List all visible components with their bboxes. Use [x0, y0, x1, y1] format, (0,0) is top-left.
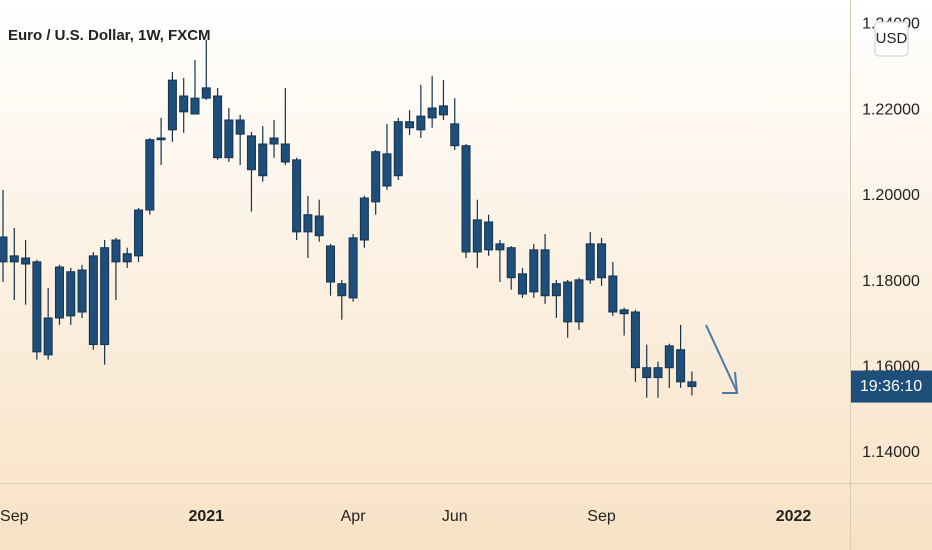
x-tick-label: 2021 — [188, 508, 224, 525]
candle-body — [585, 243, 595, 281]
candle-body — [292, 159, 302, 233]
candle-body — [190, 97, 200, 115]
candle-body — [145, 139, 155, 211]
candle-body — [88, 255, 98, 346]
candle-body — [563, 281, 573, 323]
candle-body — [9, 255, 19, 263]
candle-body — [664, 345, 674, 369]
candle-body — [359, 197, 369, 241]
candle-body — [201, 87, 211, 99]
candle-body — [416, 115, 426, 131]
candle-body — [427, 107, 437, 119]
candle-body — [303, 214, 313, 233]
candle-body — [517, 273, 527, 295]
candle-body — [156, 137, 166, 141]
x-tick-label: Jun — [442, 508, 468, 525]
candle-body — [179, 95, 189, 113]
candle-body — [0, 236, 8, 263]
candle-body — [551, 283, 561, 297]
price-box-bg — [851, 370, 932, 403]
candle-body — [337, 283, 347, 297]
candle-body — [348, 237, 358, 299]
candle-body — [21, 257, 31, 265]
candle-body — [224, 119, 234, 159]
candle-body — [484, 221, 494, 251]
candle-body — [122, 253, 132, 263]
candle-body — [66, 271, 76, 317]
candle-body — [371, 151, 381, 203]
x-tick-label: Apr — [341, 508, 367, 525]
candle-body — [134, 209, 144, 257]
candle-body — [574, 279, 584, 323]
candle-body — [326, 245, 336, 283]
candle-body — [246, 135, 256, 171]
candle-body — [619, 309, 629, 315]
candles — [0, 39, 697, 398]
candle-body — [687, 381, 697, 388]
candle-body — [314, 215, 324, 237]
candle-body — [258, 143, 268, 177]
candle-body — [405, 121, 415, 129]
candle-body — [529, 249, 539, 293]
candle-body — [382, 153, 392, 187]
y-tick-label: 1.22000 — [862, 101, 920, 118]
x-tick-label: Sep — [587, 508, 616, 525]
candle-body — [32, 261, 42, 353]
x-tick-label: Sep — [0, 508, 29, 525]
candle-body — [608, 275, 618, 313]
candle-body — [630, 311, 640, 369]
candle-body — [676, 349, 686, 383]
candle-body — [100, 247, 110, 346]
candle-body — [213, 95, 223, 159]
currency-label[interactable]: USD — [876, 30, 908, 47]
y-tick-label: 1.18000 — [862, 273, 920, 290]
candle-body — [235, 119, 245, 135]
candle-body — [506, 247, 516, 279]
price-countdown: 19:36:10 — [860, 378, 922, 395]
currency-button[interactable] — [874, 21, 909, 57]
candle-body — [495, 243, 505, 251]
candle-body — [461, 145, 471, 253]
price-box: 19:36:10 — [851, 370, 932, 403]
candle-body — [43, 317, 53, 356]
x-tick-label: 2022 — [776, 508, 812, 525]
candle-body — [77, 269, 87, 313]
candle-body — [280, 143, 290, 163]
annotation-arrowhead — [722, 371, 739, 394]
candle-body — [653, 367, 663, 379]
candle-body — [393, 121, 403, 177]
candle-body — [111, 239, 121, 263]
candle-body — [472, 219, 482, 253]
candle-body — [269, 137, 279, 145]
candle-body — [438, 105, 448, 116]
chart-title: Euro / U.S. Dollar, 1W, FXCM — [8, 27, 211, 44]
candle-body — [167, 79, 177, 131]
candle-body — [540, 249, 550, 297]
candle-body — [597, 243, 607, 279]
candle-body — [54, 266, 64, 319]
candle-body — [642, 367, 652, 379]
candle-body — [450, 123, 460, 147]
y-tick-label: 1.20000 — [862, 187, 920, 204]
annotation-arrow — [705, 324, 738, 393]
y-tick-label: 1.14000 — [862, 444, 920, 461]
